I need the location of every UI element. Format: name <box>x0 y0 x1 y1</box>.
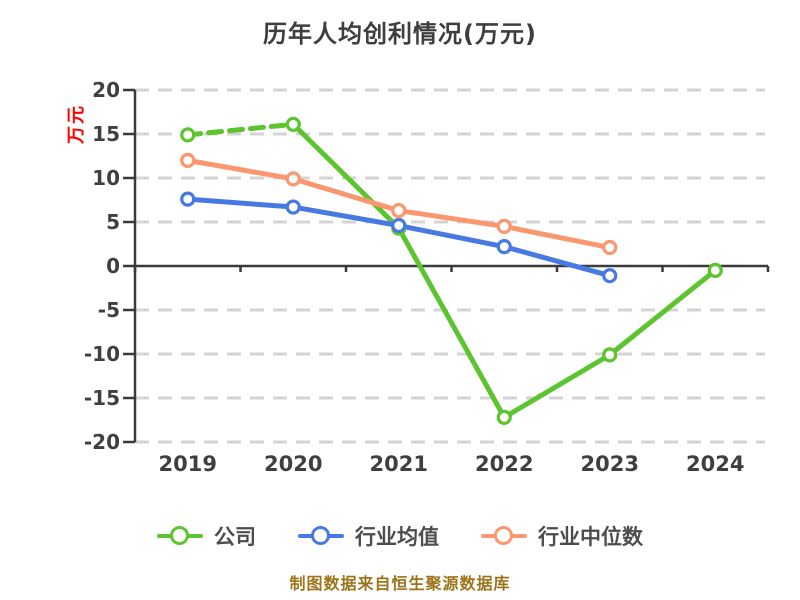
y-tick-label: -5 <box>98 298 120 322</box>
marker-industry-median-2021 <box>391 202 407 219</box>
series-line-industry-average <box>185 196 296 210</box>
x-tick-label: 2020 <box>264 452 322 476</box>
y-tick-label: 5 <box>106 210 120 234</box>
marker-industry-average-2023 <box>602 268 618 284</box>
data-source-note: 制图数据来自恒生聚源数据库 <box>289 574 511 593</box>
x-tick-label: 2024 <box>686 452 744 476</box>
series-line-company <box>290 121 402 231</box>
marker-company-2019 <box>180 127 196 143</box>
y-tick-label: 15 <box>92 122 120 146</box>
marker-company-2022 <box>496 409 512 425</box>
legend: 公司 行业均值 行业中位数 <box>0 521 800 551</box>
y-tick-label: -10 <box>84 342 120 366</box>
industry-average-line-marker-icon <box>298 526 344 546</box>
series-line-industry-average <box>396 223 507 250</box>
legend-label-industry-median: 行业中位数 <box>538 525 643 549</box>
marker-industry-median-2022 <box>496 218 512 234</box>
marker-industry-median-2019 <box>180 152 196 168</box>
series-line-industry-median <box>185 157 296 182</box>
marker-industry-average-2022 <box>496 239 512 255</box>
series-line-company <box>185 121 296 138</box>
series-line-industry-median <box>501 223 613 251</box>
legend-label-industry-average: 行业均值 <box>355 525 439 549</box>
marker-industry-average-2019 <box>180 191 196 207</box>
y-tick-label: 20 <box>92 78 120 102</box>
x-tick-label: 2019 <box>159 452 217 476</box>
marker-company-2020 <box>285 116 301 132</box>
marker-company-2024 <box>707 262 723 278</box>
series-line-industry-median <box>396 208 507 229</box>
y-tick-label: 0 <box>106 254 120 278</box>
series-line-company <box>396 225 507 420</box>
marker-industry-average-2020 <box>285 199 301 215</box>
marker-industry-median-2020 <box>285 171 301 187</box>
chart-title: 历年人均创利情况(万元) <box>263 20 537 48</box>
x-tick-label: 2022 <box>475 452 533 476</box>
legend-item-industry-median: 行业中位数 <box>481 521 643 551</box>
legend-item-company: 公司 <box>157 521 256 551</box>
marker-industry-average-2021 <box>391 217 407 234</box>
series-line-industry-average <box>290 204 402 229</box>
marker-industry-median-2023 <box>602 239 618 256</box>
series-line-company <box>501 352 613 420</box>
y-tick-label: -20 <box>84 430 120 454</box>
legend-label-company: 公司 <box>214 525 256 549</box>
industry-median-line-marker-icon <box>481 526 527 546</box>
legend-item-industry-average: 行业均值 <box>298 521 439 551</box>
series-line-industry-average <box>501 244 613 279</box>
marker-company-2023 <box>602 347 618 363</box>
y-tick-label: 10 <box>92 166 120 190</box>
series-line-company <box>607 267 718 358</box>
x-tick-label: 2021 <box>370 452 428 476</box>
company-line-marker-icon <box>157 526 203 546</box>
series-line-industry-median <box>290 176 402 214</box>
x-tick-label: 2023 <box>581 452 639 476</box>
y-tick-label: -15 <box>84 386 120 410</box>
